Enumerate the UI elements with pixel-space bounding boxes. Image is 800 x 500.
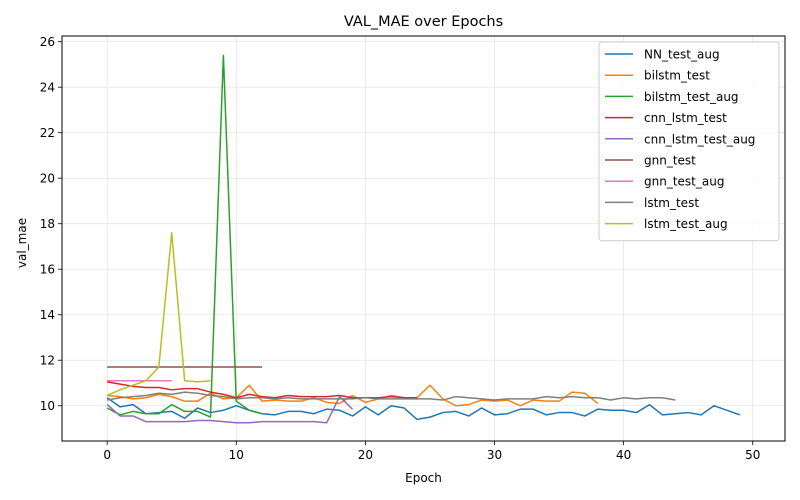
- legend-label-cnn-lstm-test-aug: cnn_lstm_test_aug: [644, 132, 755, 146]
- x-tick-label: 30: [487, 448, 502, 462]
- axis-ticks: 0 10 20 30 40 50 10 12 14 16 18 20 22 24 26: [40, 35, 761, 462]
- y-tick-label: 22: [40, 126, 55, 140]
- y-axis-label: val_mae: [15, 218, 29, 268]
- legend-box: [598, 41, 780, 242]
- chart-title: VAL_MAE over Epochs: [344, 14, 503, 30]
- legend-label-nn-test-aug: NN_test_aug: [644, 48, 720, 62]
- x-tick-label: 20: [358, 448, 373, 462]
- y-tick-label: 26: [40, 35, 55, 49]
- y-tick-label: 20: [40, 172, 55, 186]
- series-line-lstm-test: [107, 391, 676, 401]
- x-tick-label: 0: [103, 448, 111, 462]
- series-line-bilstm-test-aug: [106, 54, 263, 418]
- legend-label-bilstm-test: bilstm_test: [644, 69, 710, 83]
- legend-label-gnn-test: gnn_test: [644, 154, 696, 168]
- legend-label-lstm-test: lstm_test: [644, 196, 699, 210]
- series-line-nn-test-aug: [106, 397, 741, 421]
- series-line-bilstm-test: [107, 384, 599, 407]
- series-line-lstm-test-aug: [106, 232, 211, 397]
- y-tick-label: 18: [40, 217, 55, 231]
- x-tick-label: 50: [745, 448, 760, 462]
- y-tick-label: 24: [40, 81, 55, 95]
- legend-label-bilstm-test-aug: bilstm_test_aug: [644, 90, 739, 104]
- legend-label-gnn-test-aug: gnn_test_aug: [644, 175, 724, 189]
- x-axis-label: Epoch: [405, 471, 442, 485]
- x-tick-label: 40: [616, 448, 631, 462]
- legend-label-lstm-test-aug: lstm_test_aug: [644, 217, 728, 231]
- y-tick-label: 10: [40, 399, 55, 413]
- series-line-cnn-lstm-test-aug: [106, 395, 354, 424]
- series-lines: [106, 54, 741, 424]
- y-tick-label: 16: [40, 263, 55, 277]
- legend-label-cnn-lstm-test: cnn_lstm_test: [644, 111, 727, 125]
- plot-frame: [61, 35, 786, 442]
- x-tick-label: 10: [229, 448, 244, 462]
- y-tick-label: 12: [40, 354, 55, 368]
- legend: NN_test_aug bilstm_test bilstm_test_augcnn…: [598, 41, 780, 242]
- y-tick-label: 14: [40, 308, 55, 322]
